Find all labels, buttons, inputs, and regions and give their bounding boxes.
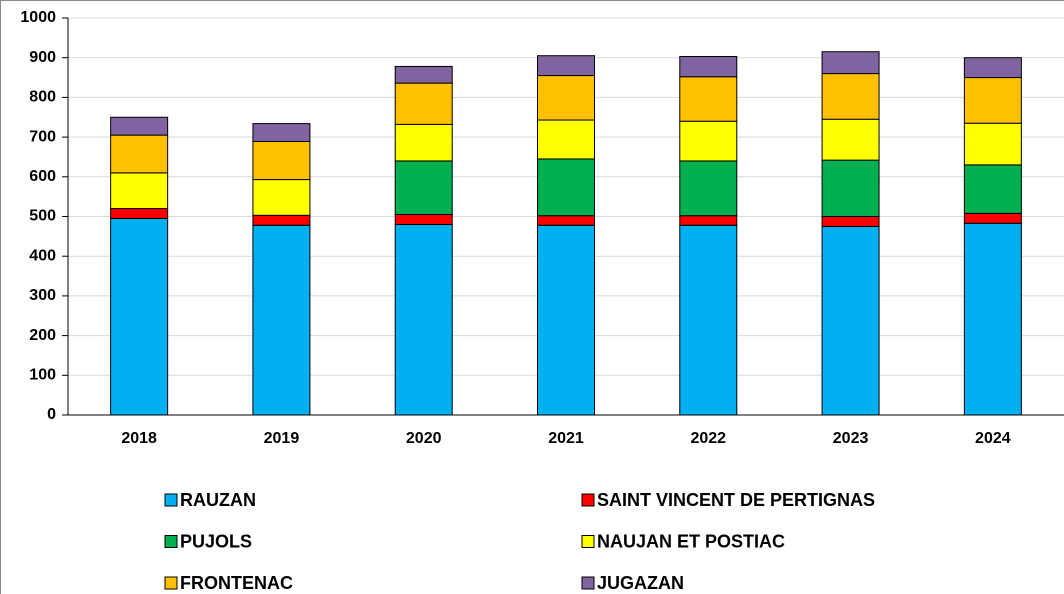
bar-segment [821,225,880,416]
x-tick-label: 2024 [975,430,1011,447]
x-tick-label: 2018 [121,430,157,447]
bar-segment [821,73,880,120]
y-tick-label: 0 [47,406,56,423]
y-tick-label: 1000 [20,9,56,26]
legend-label: FRONTENAC [180,573,293,593]
bar-segment [679,76,738,122]
x-tick-label: 2021 [548,430,584,447]
bar-segment [394,65,453,84]
legend-label: PUJOLS [180,531,252,551]
bar-segment [963,212,1022,224]
legend-label: RAUZAN [180,490,256,510]
bar-segment [394,160,453,216]
bar-segment [963,222,1022,416]
legend-swatch [164,493,178,507]
bar-segment [963,122,1022,166]
legend-swatch [581,535,595,548]
bar-segment [821,216,880,227]
bar-segment [394,214,453,225]
bar-segment [394,123,453,162]
bar-segment [963,57,1022,79]
y-tick-label: 300 [29,287,56,304]
bar-segment [821,159,880,218]
y-tick-label: 400 [29,247,56,264]
x-tick-label: 2022 [690,430,726,447]
y-tick-label: 100 [29,367,56,384]
bar-segment [110,116,169,136]
bar-segment [537,158,595,217]
legend-label: SAINT VINCENT DE PERTIGNAS [597,490,875,510]
bar-segment [679,215,738,226]
y-tick-label: 600 [29,168,56,185]
bar-segment [110,208,169,219]
x-tick-label: 2020 [406,430,442,447]
bar-segment [537,55,595,77]
bar-segment [679,56,738,78]
bar-segment [821,51,880,75]
bar-segment [963,164,1022,214]
legend-swatch [581,576,595,590]
bar-segment [679,120,738,162]
bar-segment [252,224,311,416]
y-tick-label: 800 [29,89,56,106]
bar-segment [252,123,311,142]
y-tick-label: 900 [29,49,56,66]
legend-label: JUGAZAN [597,573,684,593]
x-tick-label: 2019 [264,430,300,447]
bar-segment [394,223,453,416]
legend-swatch [164,576,178,590]
bar-segment [679,160,738,217]
bar-segment [537,215,595,226]
y-tick-label: 200 [29,327,56,344]
bar-segment [110,172,169,210]
bar-segment [963,77,1022,124]
bar-segment [110,134,169,174]
y-tick-label: 500 [29,208,56,225]
bar-segment [252,214,311,226]
bar-segment [821,118,880,161]
legend-label: NAUJAN ET POSTIAC [597,531,785,551]
y-tick-label: 700 [29,128,56,145]
bar-segment [537,119,595,160]
bar-segment [679,224,738,416]
bar-segment [252,179,311,216]
bar-segment [110,217,169,416]
bar-segment [537,75,595,121]
legend-swatch [581,493,595,507]
x-tick-label: 2023 [833,430,869,447]
legend-swatch [164,535,178,548]
bar-segment [537,224,595,416]
bar-segment [252,140,311,181]
bar-segment [394,82,453,125]
